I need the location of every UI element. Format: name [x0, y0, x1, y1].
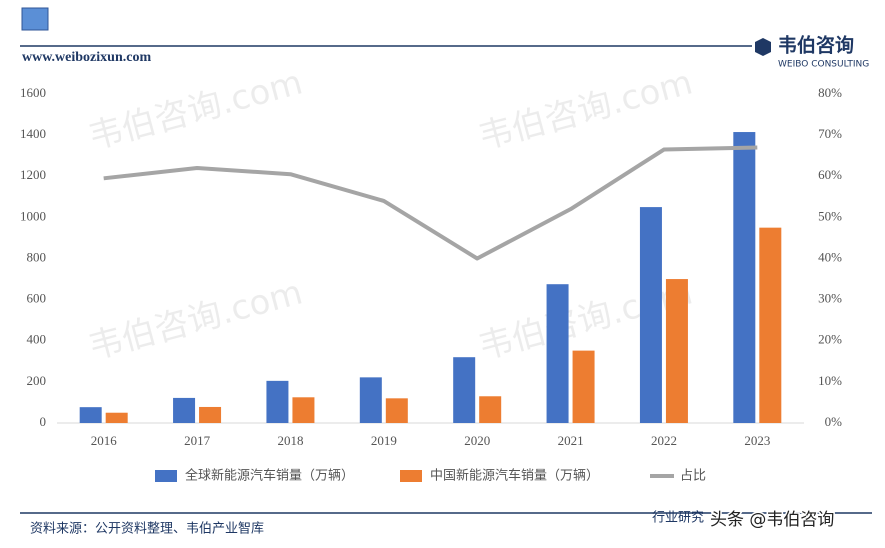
y2-tick-label: 40%	[818, 249, 842, 264]
legend-label: 占比	[680, 469, 706, 484]
x-tick-label: 2023	[744, 433, 770, 448]
legend-label: 全球新能源汽车销量（万辆）	[185, 468, 354, 484]
y-tick-label: 1000	[20, 208, 46, 223]
y2-tick-label: 70%	[818, 126, 842, 141]
y2-tick-label: 10%	[818, 373, 842, 388]
bar	[733, 132, 756, 423]
y2-tick-label: 30%	[818, 291, 842, 306]
bar	[199, 406, 222, 423]
bar	[572, 350, 595, 423]
x-tick-label: 2022	[651, 433, 677, 448]
brand-en: WEIBO CONSULTING	[778, 60, 869, 70]
brand: 韦伯咨询	[778, 34, 854, 57]
y2-tick-label: 80%	[818, 85, 842, 100]
legend-swatch	[400, 470, 422, 482]
bar	[546, 284, 569, 423]
x-tick-label: 2020	[464, 433, 490, 448]
line	[103, 145, 758, 261]
bar	[79, 407, 102, 423]
y2-tick-label: 0%	[825, 414, 843, 429]
bar	[759, 227, 782, 423]
watermark: 韦伯咨询.com	[474, 62, 696, 157]
y-tick-label: 0	[40, 414, 47, 429]
y-tick-label: 1400	[20, 126, 46, 141]
x-tick-label: 2021	[558, 433, 584, 448]
bar	[639, 207, 662, 423]
source: 资料来源：公开资料整理、韦伯产业智库	[30, 521, 264, 537]
bar	[665, 279, 688, 423]
y-tick-label: 600	[27, 291, 47, 306]
legend-swatch	[155, 470, 177, 482]
bar	[292, 397, 315, 423]
y2-tick-label: 20%	[818, 332, 842, 347]
bar	[105, 412, 128, 423]
y-tick-label: 1200	[20, 167, 46, 182]
bar	[359, 377, 382, 423]
x-tick-label: 2019	[371, 433, 397, 448]
y-tick-label: 800	[27, 249, 47, 264]
watermark: 韦伯咨询.com	[84, 272, 306, 367]
y2-tick-label: 50%	[818, 208, 842, 223]
bar	[479, 396, 502, 423]
site-url: www.weibozixun.com	[22, 50, 151, 65]
brand-icon	[755, 38, 771, 56]
badge: 头条 @韦伯咨询	[710, 510, 834, 530]
bar	[173, 397, 196, 423]
x-tick-label: 2018	[277, 433, 303, 448]
footer-right: 行业研究	[652, 511, 704, 526]
watermark: 韦伯咨询.com	[84, 62, 306, 157]
bar	[385, 398, 408, 423]
x-tick-label: 2017	[184, 433, 211, 448]
y-tick-label: 400	[27, 332, 47, 347]
y2-tick-label: 60%	[818, 167, 842, 182]
x-tick-label: 2016	[91, 433, 118, 448]
legend-label: 中国新能源汽车销量（万辆）	[430, 468, 599, 484]
bar	[453, 357, 476, 423]
y-tick-label: 1600	[20, 85, 46, 100]
logo-icon	[21, 7, 49, 31]
bar	[266, 380, 289, 423]
y-tick-label: 200	[27, 373, 47, 388]
